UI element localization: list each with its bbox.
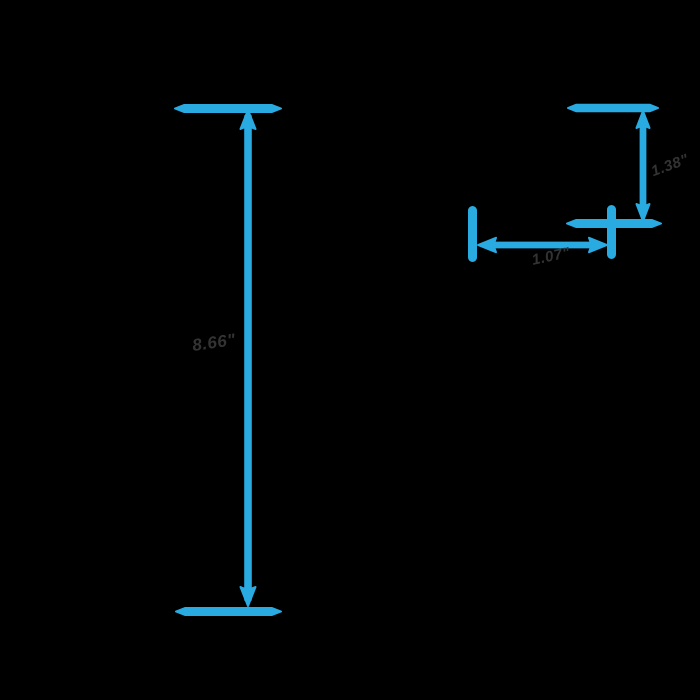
height-arrow-up-icon: [239, 109, 257, 130]
width-dimension: [468, 205, 616, 262]
width-dimension-left-tick: [468, 206, 477, 262]
depth-dimension-top-cap: [567, 103, 659, 113]
depth-arrow-up-icon: [635, 110, 651, 129]
width-arrow-right-icon: [588, 236, 608, 254]
height-arrow-down-icon: [239, 586, 257, 607]
depth-dimension: [566, 103, 662, 228]
height-dimension-top-cap: [174, 104, 282, 113]
depth-arrow-down-icon: [635, 203, 651, 222]
height-dimension: [174, 104, 282, 616]
width-dimension-line: [488, 241, 598, 249]
height-dimension-line: [244, 115, 252, 601]
height-dimension-bottom-cap: [175, 607, 282, 616]
width-dimension-right-tick: [607, 205, 616, 259]
width-arrow-left-icon: [477, 236, 497, 254]
